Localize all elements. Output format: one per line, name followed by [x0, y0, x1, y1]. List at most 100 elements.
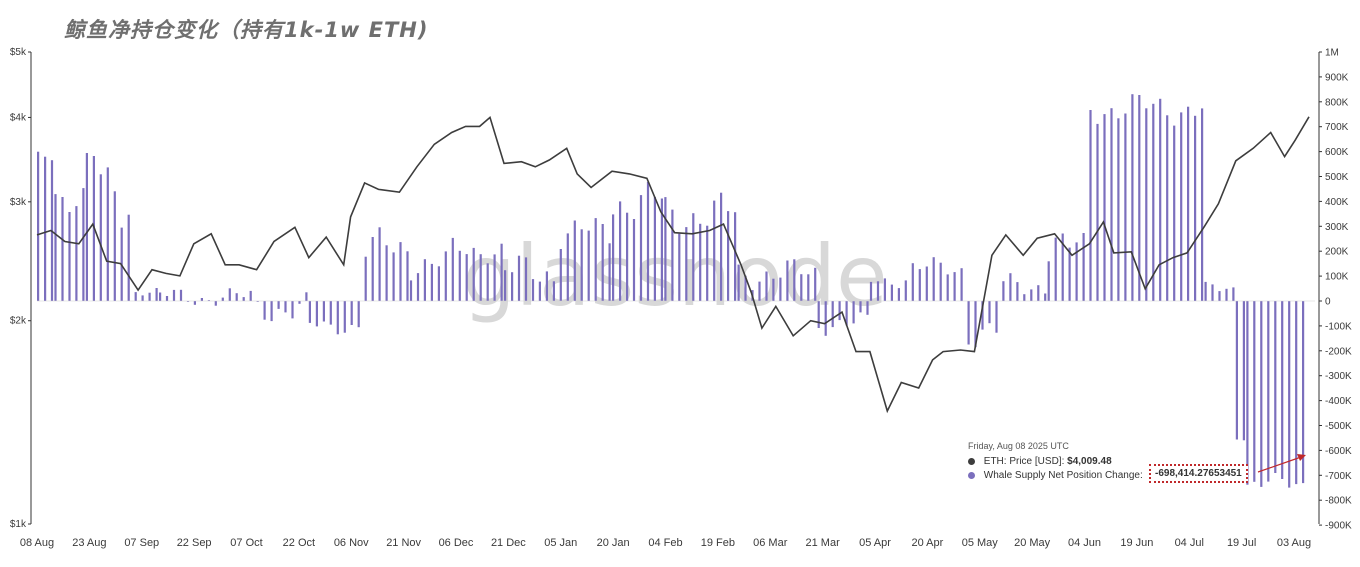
y-right-tick-label: 0 — [1325, 297, 1331, 308]
whale-bar — [1260, 301, 1263, 487]
whale-bar — [1194, 115, 1197, 301]
whale-bar — [859, 301, 862, 313]
price-legend-dot — [968, 457, 975, 465]
whale-bar — [493, 254, 496, 301]
x-tick-label: 06 Dec — [439, 537, 474, 549]
whale-bar — [106, 167, 109, 301]
whale-bar — [765, 271, 768, 301]
whale-bar — [270, 301, 273, 322]
x-tick-label: 05 May — [962, 537, 999, 549]
whale-bar — [671, 209, 674, 301]
x-tick-label: 23 Aug — [72, 537, 106, 549]
whale-bar — [660, 198, 663, 301]
whale-bar — [409, 280, 413, 301]
y-right-tick-label: 700K — [1325, 122, 1349, 133]
whale-bar — [925, 266, 928, 301]
whale-bar — [159, 292, 162, 301]
whale-bar — [601, 224, 604, 301]
x-tick-label: 21 Nov — [386, 537, 421, 549]
whale-bar — [172, 289, 176, 301]
y-right-tick-label: 800K — [1325, 97, 1349, 108]
whale-bar — [416, 273, 420, 301]
whale-bar — [127, 214, 130, 301]
eth-price-line — [36, 115, 1310, 414]
whale-bar — [619, 201, 622, 301]
whale-bar — [406, 251, 409, 301]
whale-bar — [371, 237, 374, 301]
whale-bar — [1152, 103, 1155, 301]
whale-bar — [504, 270, 507, 301]
whale-bar — [336, 301, 339, 335]
whale-bar — [134, 292, 137, 301]
y-right-tick-label: -500K — [1325, 421, 1352, 432]
whale-bar — [883, 278, 886, 301]
whale-bar — [824, 301, 827, 336]
whale-bar — [744, 275, 747, 301]
whale-bar — [99, 174, 102, 301]
x-tick-label: 04 Feb — [648, 537, 682, 549]
whale-bar — [831, 301, 834, 328]
whale-bar — [974, 301, 977, 348]
whale-bar — [911, 263, 914, 301]
annotation-arrow — [1257, 455, 1305, 473]
whale-bar — [256, 301, 259, 302]
whale-bar — [653, 196, 656, 301]
whale-bar — [1037, 285, 1040, 301]
tooltip-whale-row: Whale Supply Net Position Change: — [968, 470, 1143, 481]
y-right-tick-label: 300K — [1325, 222, 1349, 233]
whale-bar — [1002, 281, 1005, 301]
y-left-ticks: $1k $2k $3k $4k $5k — [10, 47, 31, 530]
whale-bar — [734, 212, 737, 301]
whale-bar — [249, 290, 252, 301]
y-left-tick-label: $3k — [10, 197, 27, 208]
whale-bar — [61, 197, 64, 301]
y-left-tick-label: $2k — [10, 316, 27, 327]
x-tick-label: 07 Oct — [230, 537, 262, 549]
whale-bar — [291, 301, 294, 319]
whale-bar — [1281, 301, 1284, 479]
tooltip-whale-value: -698,414.27653451 — [1149, 464, 1248, 483]
whale-bar — [1061, 233, 1064, 301]
y-right-tick-label: 500K — [1325, 172, 1349, 183]
y-right-tick-label: -400K — [1325, 396, 1352, 407]
whale-bar — [179, 289, 183, 301]
whale-bar — [1054, 237, 1057, 301]
whale-bar — [200, 298, 203, 301]
whale-bar — [632, 219, 636, 301]
x-tick-label: 22 Sep — [177, 537, 212, 549]
whale-bar — [573, 220, 576, 301]
whale-bar — [939, 262, 942, 301]
whale-bar — [639, 195, 643, 301]
x-tick-label: 21 Mar — [806, 537, 841, 549]
whale-bar — [678, 233, 681, 301]
y-right-tick-label: -900K — [1325, 521, 1352, 532]
whale-bar — [221, 297, 224, 301]
whale-bar — [566, 233, 569, 301]
whale-bar — [988, 301, 991, 324]
whale-bar — [378, 227, 381, 301]
whale-bar — [1016, 282, 1019, 301]
whale-bar — [1246, 301, 1249, 485]
y-left-tick-label: $1k — [10, 519, 27, 530]
whale-bar — [876, 281, 880, 301]
whale-bar — [594, 218, 597, 301]
whale-bar — [486, 263, 489, 301]
whale-bar — [1204, 281, 1207, 301]
whale-bar — [664, 197, 667, 301]
whale-bar — [838, 301, 841, 321]
whale-bar — [472, 247, 475, 301]
whale-bar — [315, 301, 318, 327]
whale-bar — [866, 301, 869, 315]
whale-bar — [392, 252, 395, 301]
whale-bar — [897, 288, 900, 301]
x-tick-label: 05 Jan — [544, 537, 577, 549]
whale-bar — [235, 293, 238, 301]
whale-bar — [646, 181, 650, 301]
y-right-ticks: -900K -800K -700K -600K -500K -400K -300K -200K… — [1319, 48, 1352, 532]
x-tick-label: 22 Oct — [283, 537, 315, 549]
whale-bar — [148, 292, 151, 301]
whale-bar — [1187, 106, 1190, 301]
y-right-tick-label: 100K — [1325, 272, 1349, 283]
whale-bar — [890, 284, 893, 301]
